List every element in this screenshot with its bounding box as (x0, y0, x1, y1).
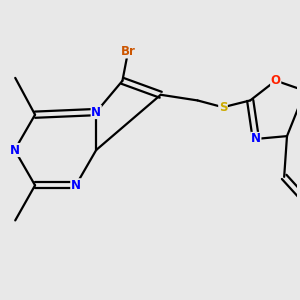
Text: O: O (271, 74, 281, 87)
Text: N: N (91, 106, 101, 118)
Text: N: N (251, 132, 261, 146)
Text: S: S (219, 101, 227, 114)
Text: Br: Br (121, 45, 136, 58)
Text: N: N (10, 143, 20, 157)
Text: N: N (71, 179, 81, 192)
